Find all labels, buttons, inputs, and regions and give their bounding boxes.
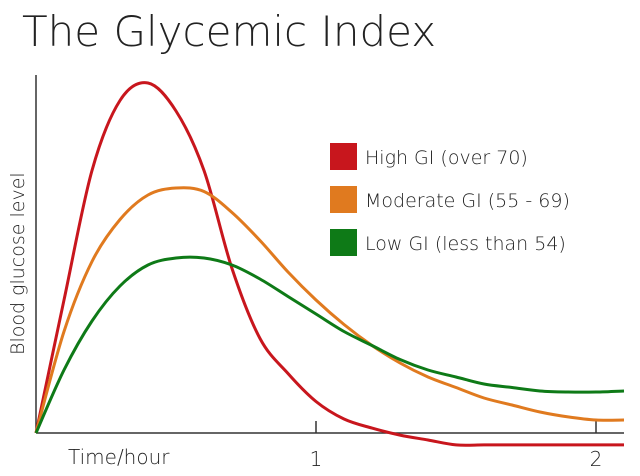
x-tick-label: 1 (310, 447, 323, 471)
legend-swatch (330, 143, 357, 170)
legend-swatch (330, 229, 357, 256)
x-axis-label: Time/hour (68, 445, 170, 469)
legend-label: Low GI (less than 54) (365, 233, 566, 255)
y-axis-label: Blood glucose level (7, 172, 29, 355)
chart-title: The Glycemic Index (22, 7, 436, 56)
line (34, 186, 625, 434)
line (34, 81, 624, 447)
line (34, 255, 625, 434)
legend-label: High GI (over 70) (365, 147, 528, 169)
x-tick-label: 2 (590, 447, 603, 471)
legend-swatch (330, 186, 357, 213)
legend-label: Moderate GI (55 - 69) (365, 190, 570, 212)
